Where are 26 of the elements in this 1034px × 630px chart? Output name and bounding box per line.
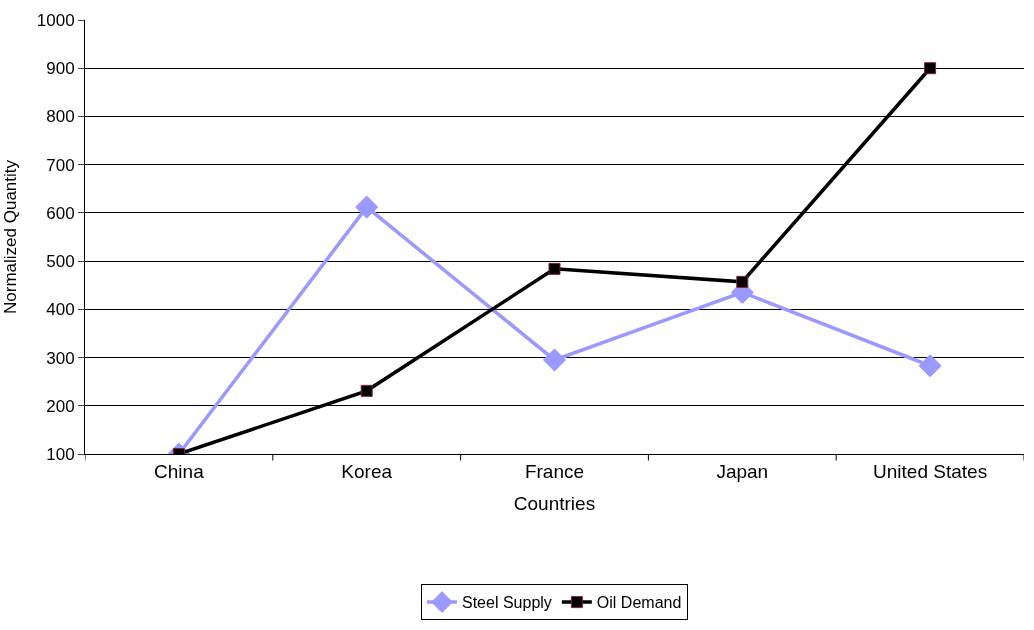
point: [542, 348, 567, 372]
x-tick-label: Korea: [341, 460, 393, 482]
y-tick-label: 800: [46, 107, 75, 127]
y-tick-label: 300: [46, 348, 75, 368]
point: [548, 262, 561, 275]
point: [360, 384, 373, 397]
x-axis-title: Countries: [513, 492, 596, 514]
x-tick-label: Japan: [716, 460, 769, 482]
y-tick-label: 600: [46, 203, 75, 223]
y-axis-title: Normalized Quantity: [1, 159, 21, 315]
legend-label: Oil Demand: [596, 594, 682, 612]
y-tick-label: 200: [46, 396, 75, 416]
x-tick-label: United States: [873, 460, 988, 482]
y-tick-label: 900: [46, 59, 75, 79]
x-tick-label: China: [154, 460, 205, 482]
point: [355, 195, 379, 219]
point: [918, 354, 942, 378]
x-tick-label: France: [524, 460, 585, 482]
y-tick-label: 100: [46, 444, 75, 464]
y-tick-label: 1000: [36, 10, 75, 30]
legend-label: Steel Supply: [462, 594, 552, 612]
y-tick-label: 500: [46, 252, 75, 272]
y-tick-label: 700: [46, 155, 75, 175]
point: [736, 275, 749, 288]
point: [924, 62, 937, 75]
y-tick-label: 400: [46, 300, 75, 320]
